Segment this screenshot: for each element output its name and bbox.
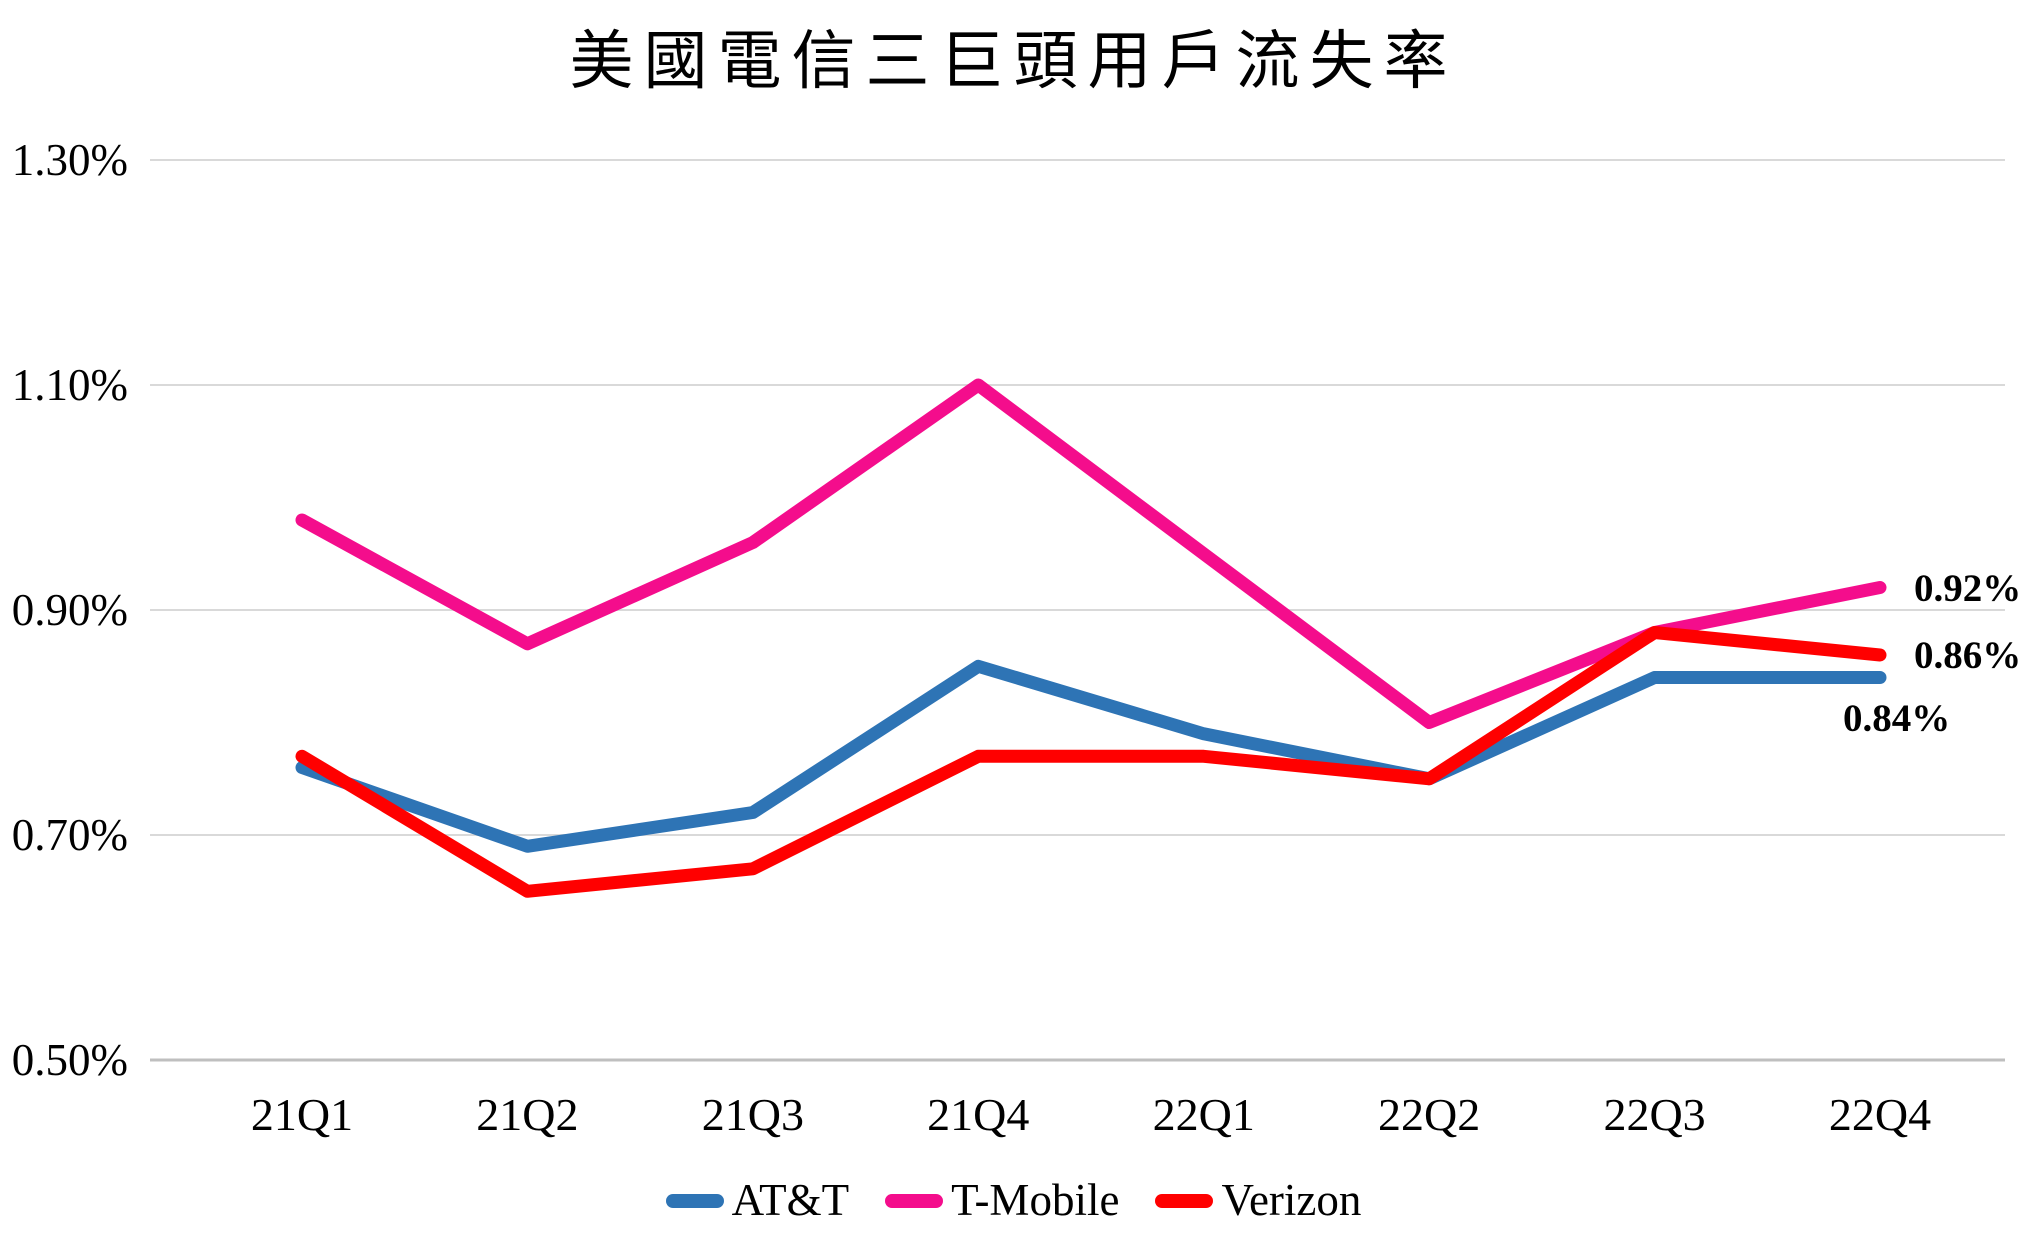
series-line-at-t: [295, 659, 1887, 853]
x-tick-label: 21Q1: [250, 1089, 354, 1140]
x-tick-label: 22Q3: [1603, 1089, 1706, 1140]
x-tick-label: 22Q2: [1378, 1089, 1481, 1140]
data-label-at-t: 0.84%: [1843, 696, 1951, 740]
legend: AT&T T-Mobile Verizon: [0, 1178, 2027, 1223]
y-tick-label: 0.70%: [11, 810, 128, 860]
legend-item-at-t: AT&T: [665, 1175, 850, 1225]
series-line-verizon: [295, 626, 1887, 898]
legend-item-verizon: Verizon: [1155, 1178, 1361, 1223]
y-tick-label: 0.90%: [11, 585, 128, 635]
legend-label: AT&T: [731, 1175, 850, 1225]
x-tick-label: 22Q1: [1152, 1089, 1255, 1140]
legend-swatch-icon: [1155, 1193, 1214, 1208]
legend-label: T-Mobile: [951, 1175, 1120, 1225]
legend-swatch-icon: [885, 1193, 944, 1208]
series-line-t-mobile: [295, 378, 1887, 729]
legend-item-t-mobile: T-Mobile: [885, 1178, 1119, 1223]
chart-title: 美國電信三巨頭用戶流失率: [569, 26, 1458, 97]
x-tick-label: 21Q3: [701, 1089, 804, 1140]
x-tick-label: 21Q2: [476, 1089, 579, 1140]
legend-label: Verizon: [1221, 1175, 1362, 1225]
y-tick-label: 1.30%: [11, 135, 128, 185]
legend-swatch-icon: [665, 1193, 724, 1208]
x-tick-label: 21Q4: [927, 1089, 1030, 1140]
data-label-verizon: 0.86%: [1914, 634, 2022, 677]
y-tick-label: 0.50%: [11, 1035, 128, 1085]
y-tick-label: 1.10%: [11, 360, 128, 410]
x-tick-label: 22Q4: [1828, 1089, 1932, 1140]
data-label-t-mobile: 0.92%: [1914, 566, 2022, 610]
